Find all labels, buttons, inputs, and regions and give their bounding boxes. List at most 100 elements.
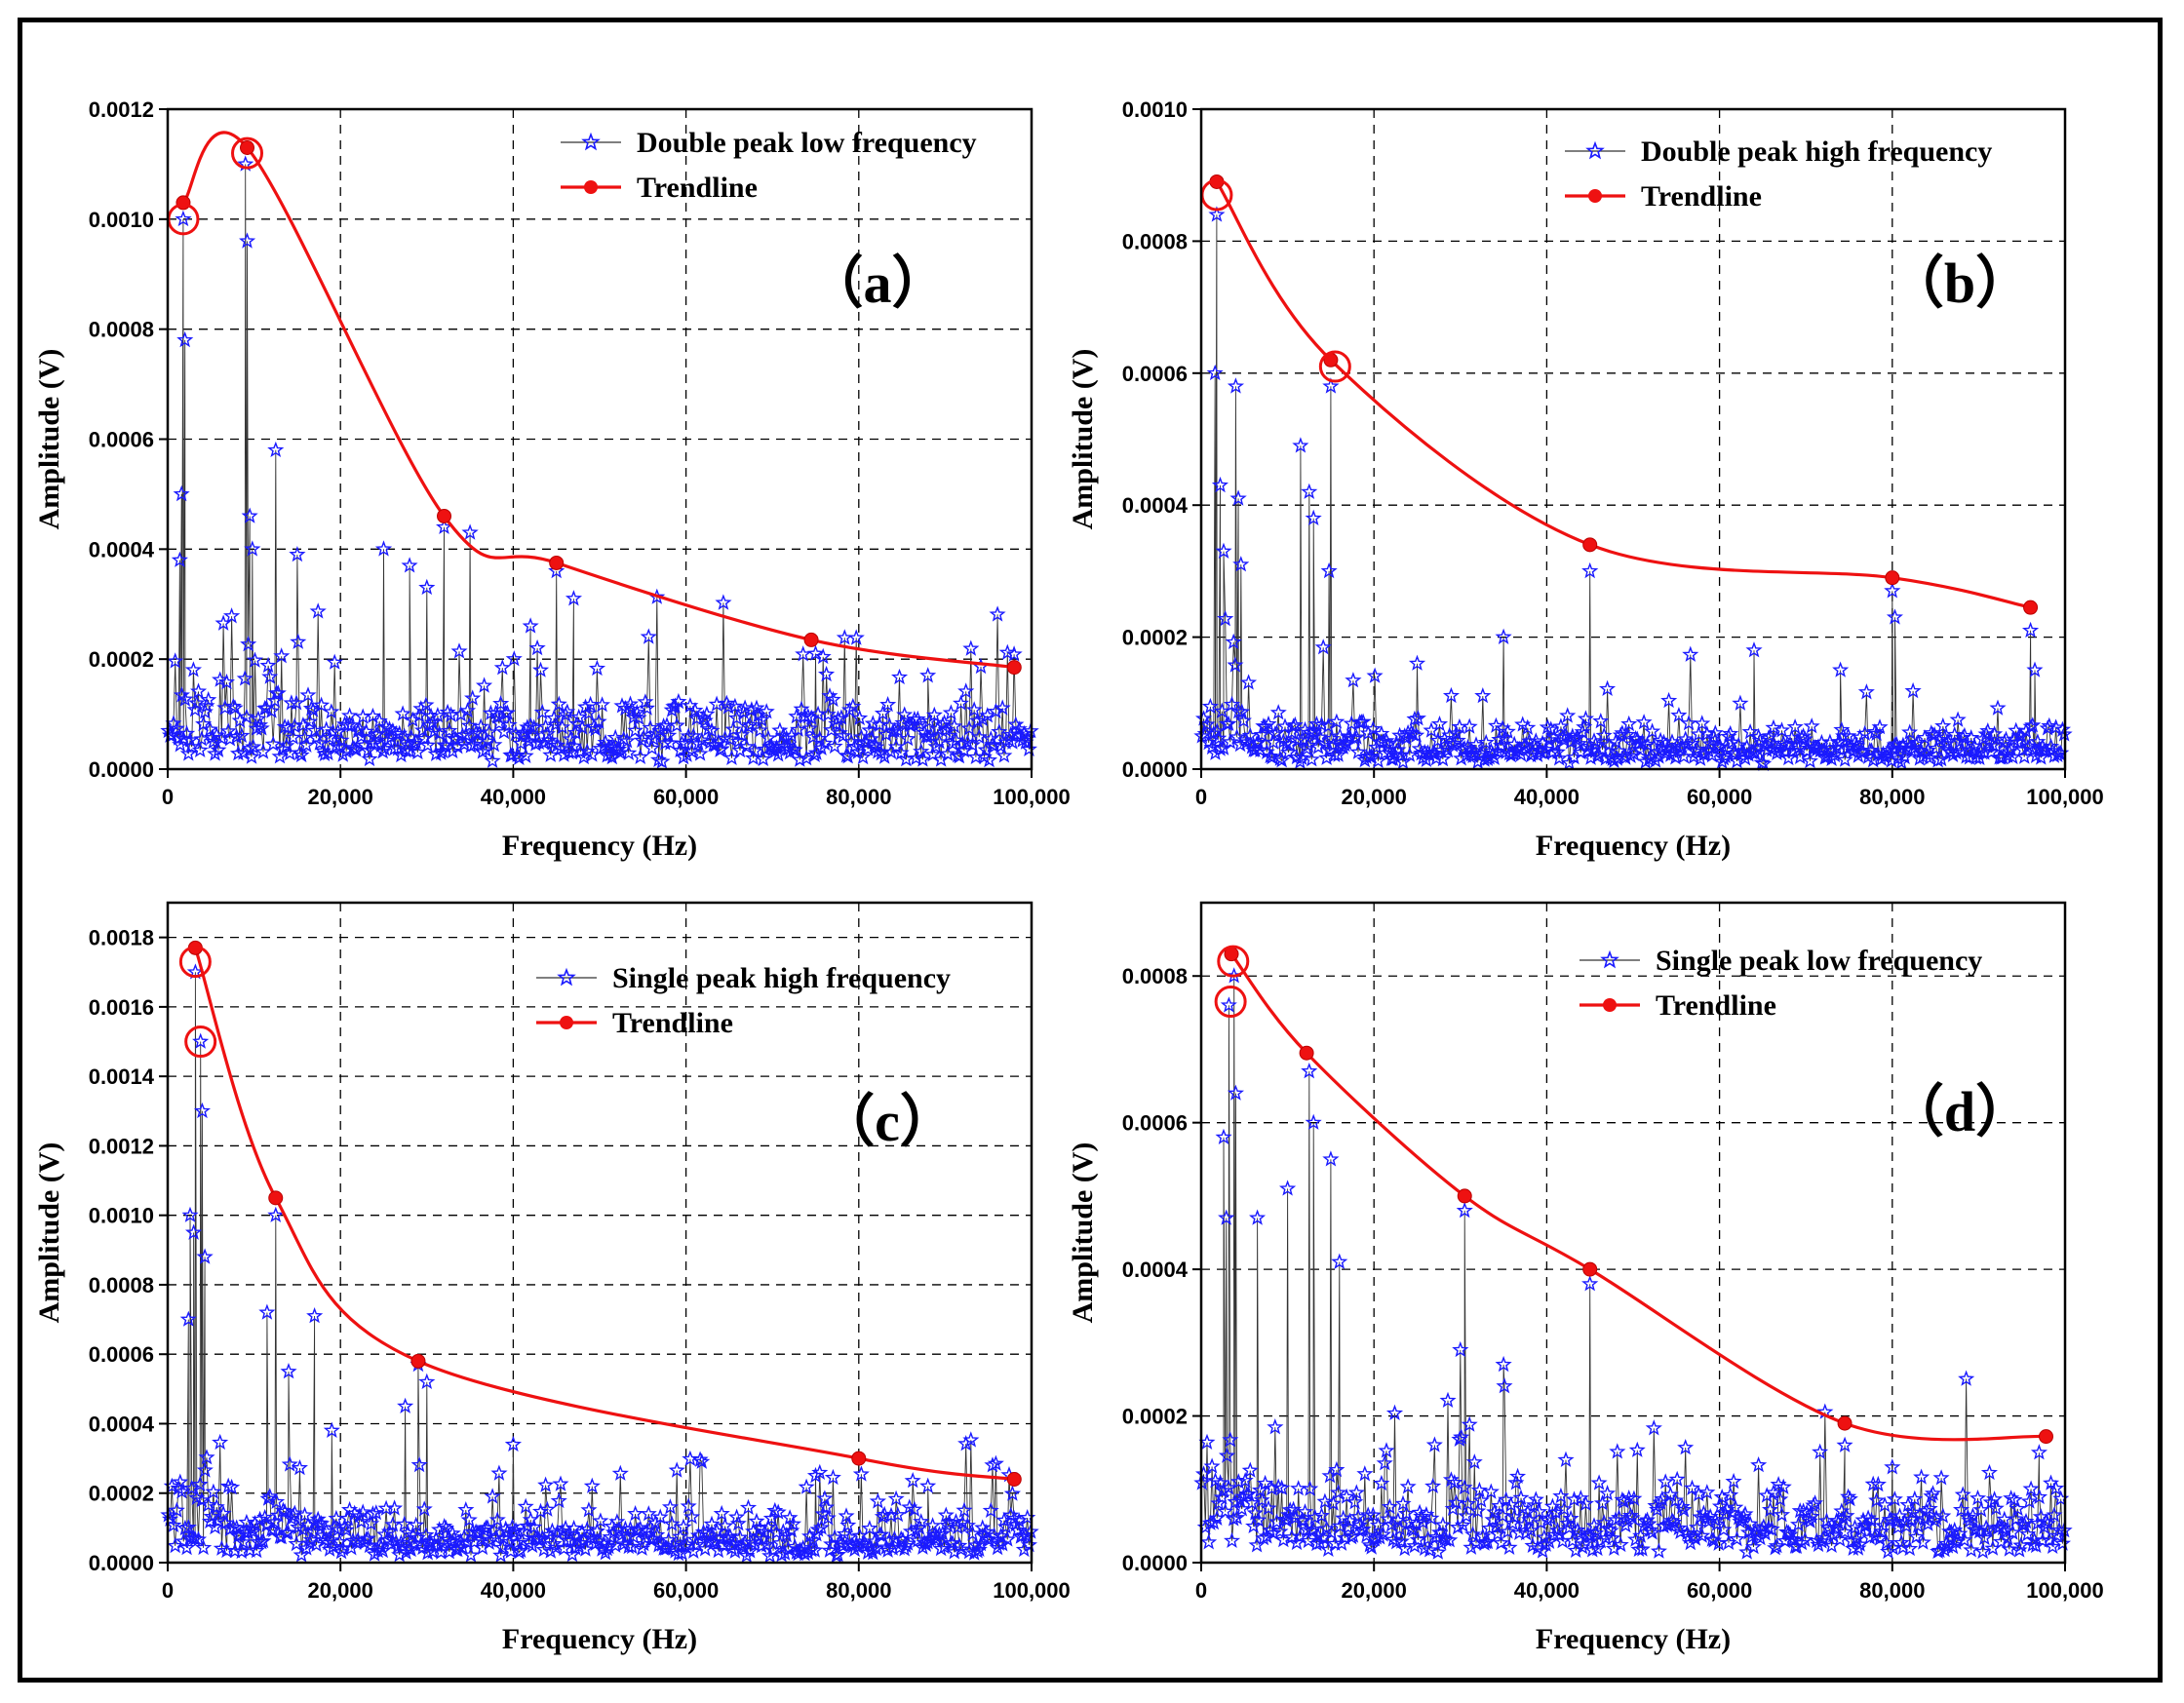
data-point-star: [325, 723, 342, 740]
data-point-star: [871, 716, 888, 732]
y-tick-label: 0.0006: [1122, 1111, 1188, 1136]
data-point-star: [1429, 731, 1447, 749]
data-point-star: [517, 747, 534, 763]
data-point-star: [1020, 740, 1038, 757]
data-point-star: [1434, 1516, 1452, 1532]
data-point-star: [1481, 1519, 1499, 1536]
trendline-point: [1837, 1415, 1852, 1431]
data-point-star: [1324, 1494, 1343, 1511]
trendline-curve: [181, 131, 1015, 670]
data-point-star: [1951, 1525, 1969, 1541]
data-point-star: [816, 734, 834, 752]
data-point-star: [1638, 1511, 1656, 1528]
data-point-star: [486, 1521, 503, 1538]
data-point-star: [1643, 1524, 1661, 1540]
data-point-star: [488, 1511, 506, 1528]
y-tick-label: 0.0012: [89, 1134, 154, 1158]
data-point-star: [913, 742, 930, 759]
data-point-star: [819, 1509, 837, 1526]
data-point-star: [1972, 1501, 1990, 1518]
data-point-star: [1904, 681, 1922, 699]
data-point-star: [691, 1451, 709, 1467]
x-tick-label: 100,000: [2026, 785, 2104, 809]
data-point-star: [1657, 1473, 1674, 1490]
chart-panel-a: 0 20,000 40,000 60,000 80,000 100,000 0.0000 0.…: [33, 97, 1071, 862]
data-point-star: [404, 711, 421, 727]
data-point-star: [213, 729, 230, 746]
data-point-star: [1284, 1500, 1303, 1517]
data-point-star: [1706, 1511, 1724, 1528]
data-point-star: [778, 729, 796, 746]
data-point-star: [1871, 718, 1889, 735]
data-point-star: [1808, 1531, 1825, 1549]
data-point-star: [1441, 1531, 1459, 1548]
highlight-circle: [1214, 986, 1247, 1019]
data-point-star: [880, 1531, 898, 1548]
data-point-star: [887, 1490, 905, 1507]
data-point-star: [1552, 1487, 1570, 1504]
data-point-star: [379, 1530, 397, 1548]
data-point-star: [1206, 1472, 1224, 1489]
data-point-star: [573, 1523, 591, 1540]
data-point-star: [824, 690, 841, 708]
data-point-star: [514, 1532, 531, 1549]
data-point-star: [582, 695, 600, 713]
data-point-star: [1593, 1494, 1611, 1511]
data-point-star: [896, 706, 914, 722]
data-point-star: [210, 741, 227, 757]
data-point-star: [337, 1521, 355, 1537]
data-point-star: [1598, 1485, 1617, 1501]
data-point-star: [448, 730, 465, 748]
data-point-star: [450, 642, 468, 659]
data-point-star: [342, 716, 360, 733]
data-point-star: [334, 1539, 352, 1557]
data-point-star: [1003, 1485, 1022, 1501]
data-point-star: [1470, 1481, 1489, 1498]
data-point-star: [1208, 206, 1226, 222]
data-point-star: [1765, 718, 1782, 735]
data-point-star: [1301, 483, 1318, 499]
data-point-star: [592, 1512, 609, 1529]
data-point-star: [1251, 741, 1268, 757]
data-point-star: [1364, 1506, 1382, 1523]
data-point-star: [899, 730, 916, 747]
data-point-star: [233, 1542, 251, 1560]
data-point-star: [1501, 1538, 1518, 1556]
data-point-star: [1895, 1513, 1914, 1529]
data-point-star: [1952, 1500, 1970, 1518]
data-point-star: [1725, 1472, 1742, 1490]
y-tick-label: 0.0008: [89, 1273, 154, 1297]
data-point-star: [288, 694, 305, 711]
data-point-star: [1906, 1490, 1924, 1507]
data-point-star: [901, 1498, 918, 1515]
data-point-star: [1694, 1527, 1711, 1543]
data-point-star: [1479, 1532, 1497, 1550]
data-point-star: [269, 684, 287, 701]
data-point-star: [784, 740, 802, 756]
data-point-star: [924, 1517, 942, 1533]
data-point-star: [1305, 1520, 1322, 1537]
data-point-star: [212, 1433, 229, 1451]
trendline-point: [851, 1451, 867, 1466]
data-point-star: [1245, 1517, 1263, 1534]
data-point-star: [1795, 727, 1813, 744]
trendline-curve: [1229, 952, 2047, 1442]
data-point-star: [826, 737, 843, 755]
data-point-star: [2027, 1536, 2045, 1554]
data-point-star: [1387, 1533, 1405, 1550]
data-point-star: [297, 1539, 315, 1556]
data-point-star: [688, 710, 706, 726]
y-axis-label: Amplitude (V): [33, 1142, 65, 1324]
data-point-star: [363, 1515, 380, 1531]
data-point-star: [1409, 709, 1426, 726]
data-point-star: [1581, 1275, 1599, 1292]
data-point-star: [267, 1206, 285, 1222]
data-point-star: [559, 703, 576, 719]
data-point-star: [278, 737, 295, 754]
data-point-star: [1228, 728, 1246, 745]
data-point-star: [824, 1468, 841, 1486]
data-point-star: [517, 1497, 534, 1515]
data-point-star: [964, 1525, 982, 1541]
trendline-point: [1299, 1045, 1314, 1061]
data-point-star: [1620, 715, 1638, 732]
